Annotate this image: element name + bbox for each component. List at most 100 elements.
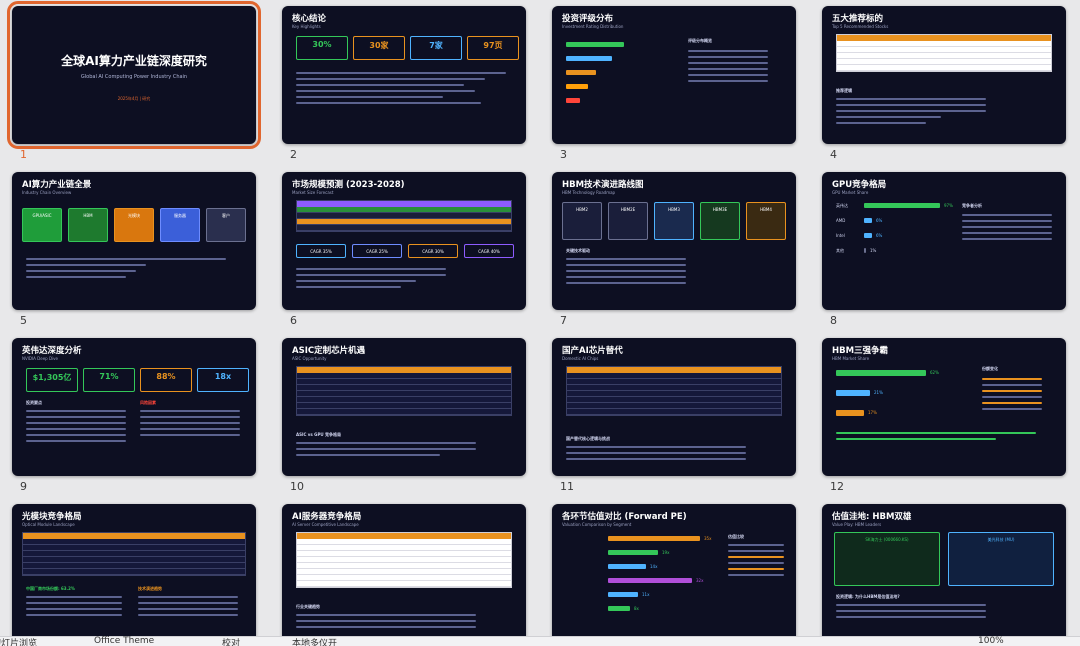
slide-title: 英伟达深度分析 — [22, 346, 82, 356]
bullet-lines — [296, 614, 476, 632]
section-title: 投资逻辑: 为什么HBM是估值洼地? — [836, 594, 900, 599]
theme-label[interactable]: Office Theme — [94, 636, 155, 646]
slide-preview[interactable]: 全球AI算力产业链深度研究 Global AI Computing Power … — [7, 1, 261, 149]
slide-preview[interactable]: ASIC定制芯片机遇 ASIC Opportunity ASIC vs GPU … — [282, 338, 526, 476]
cagr-box: CAGR 30% — [408, 244, 458, 258]
slide-number: 11 — [560, 480, 574, 493]
slide-preview[interactable]: GPU竞争格局 GPU Market Share 英伟达 97% AMD 6% … — [822, 172, 1066, 310]
pe-value: 19x — [662, 550, 670, 555]
bullet-lines — [138, 596, 238, 620]
share-value: 62% — [930, 370, 939, 375]
cagr-box: CAGR 25% — [352, 244, 402, 258]
bullet-lines — [962, 214, 1052, 244]
hbm-gen-box: HBM2 — [562, 202, 602, 240]
bullet-lines — [296, 268, 446, 292]
slide-preview[interactable]: AI算力产业链全景 Industry Chain Overview GPU/AS… — [12, 172, 256, 310]
vendor-label: 其他 — [836, 248, 844, 253]
slide-number: 7 — [560, 314, 567, 327]
section-title: ASIC vs GPU 竞争格局 — [296, 432, 342, 437]
bullet-lines — [836, 604, 986, 622]
bullet-lines — [836, 98, 986, 128]
bullet-lines — [26, 410, 126, 446]
slide-subtitle: GPU Market Share — [832, 190, 869, 195]
right-title: 风险因素 — [140, 400, 156, 405]
slide-preview[interactable]: 市场规模预测 (2023-2028) Market Size Forecast … — [282, 172, 526, 310]
pe-bar — [608, 550, 658, 555]
section-title: 国产替代核心逻辑与挑战 — [566, 436, 610, 441]
cover-date: 2025年4月 | 研究 — [117, 96, 151, 101]
bullet-lines — [566, 258, 686, 288]
slide-title: AI算力产业链全景 — [22, 180, 92, 190]
proofing-label[interactable]: 校对 — [222, 639, 241, 646]
bullet-lines — [688, 50, 768, 86]
slide-subtitle: Domestic AI Chips — [562, 356, 599, 361]
share-bar — [864, 233, 872, 238]
accessibility-label[interactable]: 本地多仪开 — [292, 639, 338, 646]
kpi-card: 30% — [296, 36, 348, 60]
vendor-label: 英伟达 — [836, 203, 848, 208]
slide-preview[interactable]: 估值洼地: HBM双雄 Value Play: HBM Leaders SK海力… — [822, 504, 1066, 642]
hbm-gen-box: HBM4 — [746, 202, 786, 240]
chain-box: 光模块 — [114, 208, 154, 242]
slide-preview[interactable]: 英伟达深度分析 NVIDIA Deep Dive $1,305亿 71% 88%… — [12, 338, 256, 476]
bullet-lines — [296, 442, 476, 460]
slide-subtitle: Market Size Forecast — [292, 190, 334, 195]
kpi-card: 30家 — [353, 36, 405, 60]
share-bar — [864, 203, 940, 208]
right-title: 技术演进趋势 — [138, 586, 162, 591]
cagr-box: CAGR 40% — [464, 244, 514, 258]
pe-bar — [608, 564, 646, 569]
stock-table — [836, 34, 1052, 72]
pe-value: 8x — [634, 606, 639, 611]
slide-preview[interactable]: 国产AI芯片替代 Domestic AI Chips 国产替代核心逻辑与挑战 — [552, 338, 796, 476]
slide-title: 投资评级分布 — [562, 14, 614, 24]
slide-preview[interactable]: 五大推荐标的 Top 5 Recommended Stocks 推荐逻辑 — [822, 6, 1066, 144]
slide-preview[interactable]: 核心结论 Key Highlights 30% 30家 7家 97页 — [282, 6, 526, 144]
market-table — [296, 200, 512, 232]
slide-subtitle: Optical Module Landscape — [22, 522, 75, 527]
slide-subtitle: Investment Rating Distribution — [562, 24, 624, 29]
share-bar — [836, 370, 926, 376]
slide-title: 光模块竞争格局 — [22, 512, 82, 522]
slide-title: 市场规模预测 (2023-2028) — [292, 180, 405, 190]
kpi-card: $1,305亿 — [26, 368, 78, 392]
view-label[interactable]: 幻灯片浏览 — [0, 639, 38, 646]
slide-preview[interactable]: 投资评级分布 Investment Rating Distribution 评级… — [552, 6, 796, 144]
hbm-gen-box: HBM3E — [700, 202, 740, 240]
slide-number: 10 — [290, 480, 304, 493]
side-title: 竞争者分析 — [962, 203, 982, 208]
slide-preview[interactable]: HBM三强争霸 HBM Market Share 62% 21% 17% 份额变… — [822, 338, 1066, 476]
side-title: 推荐逻辑 — [836, 88, 852, 93]
side-title: 评级分布概览 — [688, 38, 712, 43]
slide-subtitle: Industry Chain Overview — [22, 190, 72, 195]
slide-number: 1 — [20, 148, 27, 161]
slide-subtitle: Key Highlights — [292, 24, 321, 29]
slide-preview[interactable]: 光模块竞争格局 Optical Module Landscape 中国厂商市场份… — [12, 504, 256, 642]
bullet-lines — [836, 432, 1036, 444]
company-card: SK海力士 (000660.KS) — [834, 532, 940, 586]
side-title: 估值比较 — [728, 534, 744, 539]
rating-bar — [566, 42, 624, 47]
left-title: 投资要点 — [26, 400, 42, 405]
slide-number: 9 — [20, 480, 27, 493]
cover-subtitle: Global AI Computing Power Industry Chain — [80, 74, 188, 80]
slide-number: 5 — [20, 314, 27, 327]
slide-preview[interactable]: AI服务器竞争格局 AI Server Competitive Landscap… — [282, 504, 526, 642]
slide-title: 五大推荐标的 — [832, 14, 884, 24]
zoom-level[interactable]: 100% — [978, 636, 1004, 646]
slide-title: GPU竞争格局 — [832, 180, 887, 190]
kpi-card: 71% — [83, 368, 135, 392]
cover-title: 全球AI算力产业链深度研究 — [61, 54, 207, 68]
hbm-gen-box: HBM3 — [654, 202, 694, 240]
bullet-lines — [728, 544, 784, 580]
share-bar — [864, 248, 866, 253]
side-title: 关键技术驱动 — [566, 248, 590, 253]
slide-preview[interactable]: 各环节估值对比 (Forward PE) Valuation Compariso… — [552, 504, 796, 642]
slide-preview[interactable]: HBM技术演进路线图 HBM Technology Roadmap HBM2 H… — [552, 172, 796, 310]
kpi-card: 97页 — [467, 36, 519, 60]
asic-table — [296, 366, 512, 416]
pe-value: 14x — [650, 564, 658, 569]
slide-subtitle: HBM Technology Roadmap — [562, 190, 616, 195]
pe-bar — [608, 606, 630, 611]
share-bar — [836, 390, 870, 396]
